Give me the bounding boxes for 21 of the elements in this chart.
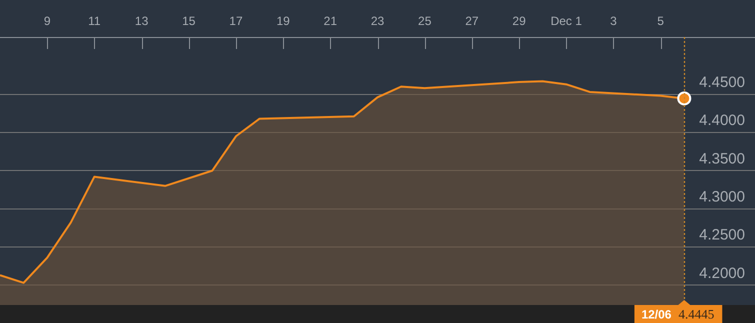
x-tick-label: 23 bbox=[370, 14, 384, 28]
x-tick-label: 13 bbox=[134, 14, 149, 28]
x-tick-label: 19 bbox=[276, 14, 290, 28]
y-tick-label: 4.2000 bbox=[699, 264, 745, 282]
y-tick-label: 4.4000 bbox=[699, 112, 745, 130]
x-tick-label: 25 bbox=[418, 14, 432, 28]
x-tick-label: 3 bbox=[610, 14, 618, 28]
x-tick-label: 9 bbox=[44, 14, 51, 28]
x-tick-label: Dec 1 bbox=[550, 14, 582, 28]
text: 12/06 4.4445 bbox=[641, 306, 714, 322]
x-tick-label: 27 bbox=[465, 14, 479, 28]
y-tick-label: 4.3000 bbox=[699, 188, 745, 206]
x-tick-label: 21 bbox=[324, 14, 338, 28]
x-tick-label: 11 bbox=[88, 14, 101, 28]
y-tick-label: 4.4500 bbox=[699, 74, 745, 91]
y-tick-label: 4.3500 bbox=[699, 150, 745, 168]
x-tick-label: 29 bbox=[512, 14, 526, 28]
y-tick-label: 4.2500 bbox=[699, 226, 745, 244]
x-tick-label: 5 bbox=[657, 14, 664, 28]
x-tick-label: 17 bbox=[229, 14, 243, 28]
x-tick-label: 15 bbox=[182, 14, 196, 28]
